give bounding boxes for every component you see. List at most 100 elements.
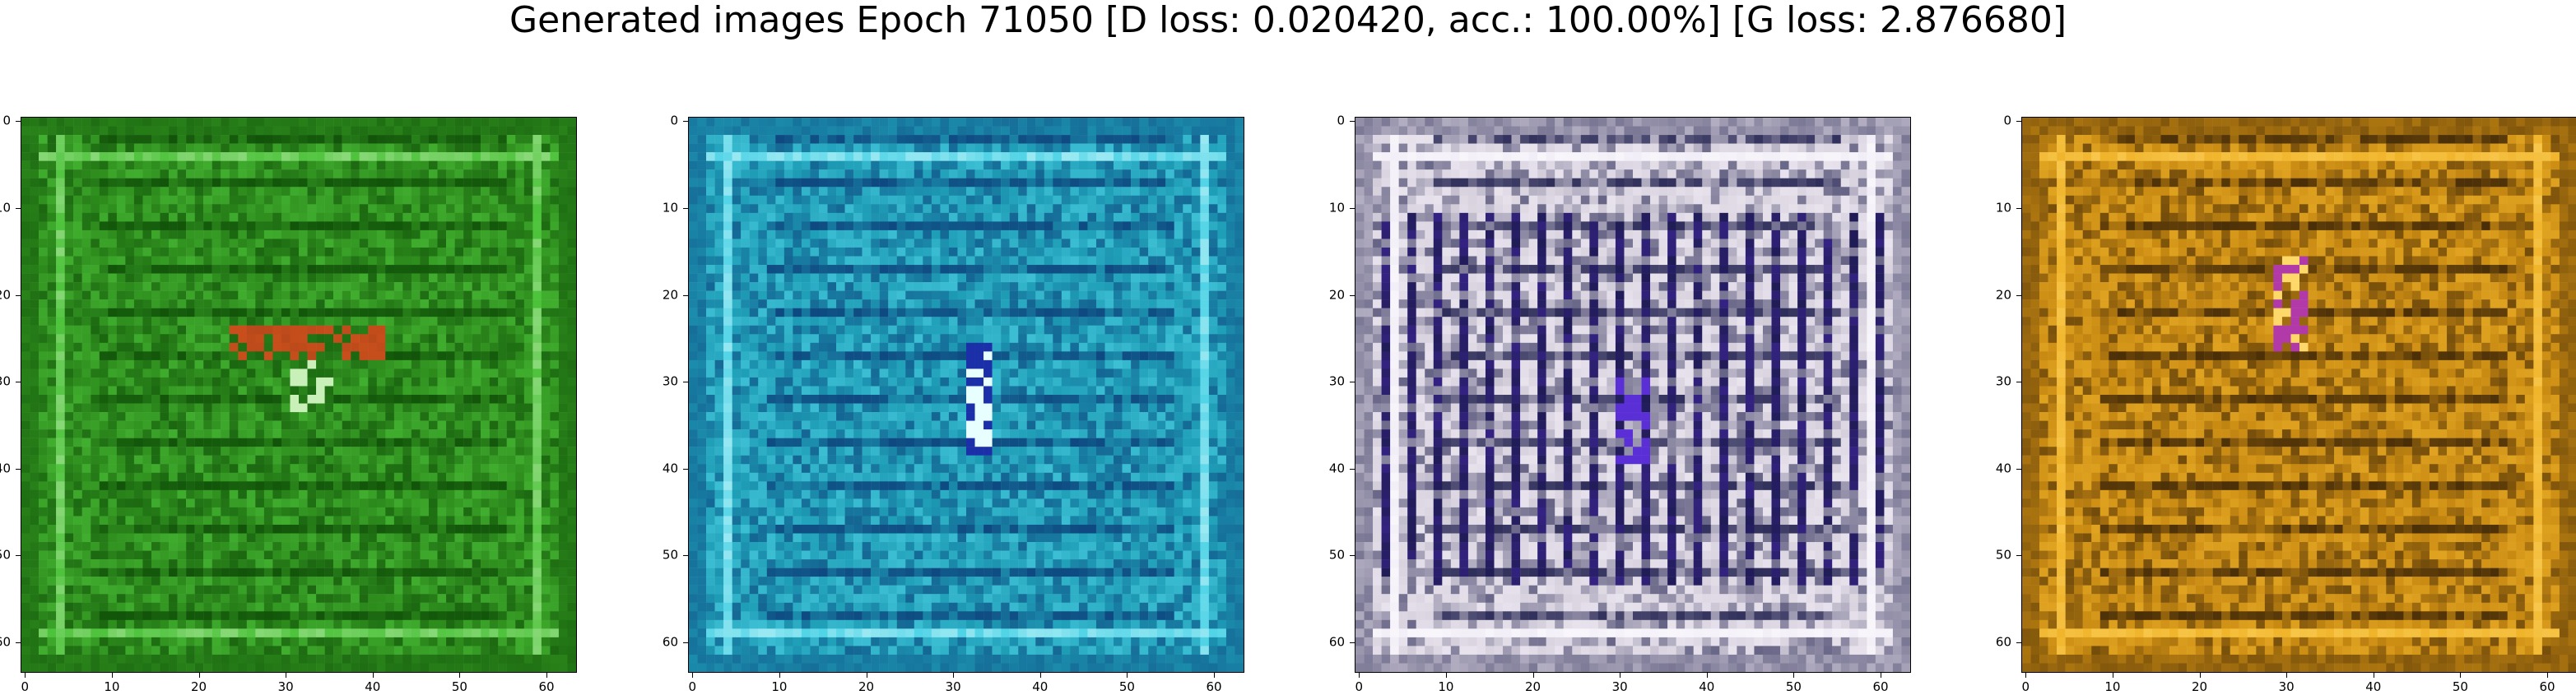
y-tick-label: 20 <box>1995 287 2011 303</box>
y-tick-label: 40 <box>1995 461 2011 476</box>
image-panel-4: 0 10 20 30 40 50 60 0 10 20 30 40 50 60 <box>1996 114 2576 693</box>
x-tick-mark <box>1793 673 1795 678</box>
generated-image-3 <box>1355 117 1911 673</box>
y-tick-mark <box>16 468 21 470</box>
y-tick-mark <box>683 121 688 123</box>
figure-title: Generated images Epoch 71050 [D loss: 0.… <box>509 0 2067 41</box>
y-tick-label: 30 <box>1995 373 2011 389</box>
x-tick-label: 40 <box>365 679 381 694</box>
x-tick-mark <box>2460 673 2462 678</box>
y-tick-label: 0 <box>1337 113 1345 128</box>
y-tick-mark <box>1350 121 1355 123</box>
y-tick-label: 30 <box>1328 373 1345 389</box>
y-tick-mark <box>16 207 21 209</box>
x-tick-label: 0 <box>1355 679 1364 694</box>
x-tick-label: 30 <box>2278 679 2295 694</box>
x-tick-label: 60 <box>1872 679 1889 694</box>
generated-image-2 <box>688 117 1244 673</box>
x-tick-label: 20 <box>1524 679 1541 694</box>
y-tick-mark <box>2016 468 2021 470</box>
x-tick-mark <box>1359 673 1360 678</box>
y-tick-label: 20 <box>662 287 678 303</box>
y-tick-mark <box>683 207 688 209</box>
y-tick-mark <box>2016 207 2021 209</box>
y-tick-label: 60 <box>1995 634 2011 650</box>
y-tick-label: 60 <box>1328 634 1345 650</box>
y-tick-mark <box>2016 642 2021 644</box>
y-tick-label: 10 <box>662 200 678 215</box>
y-tick-mark <box>16 121 21 123</box>
x-tick-label: 60 <box>2539 679 2555 694</box>
x-tick-label: 50 <box>2452 679 2468 694</box>
x-tick-mark <box>2547 673 2549 678</box>
y-tick-mark <box>2016 555 2021 557</box>
x-tick-label: 0 <box>688 679 697 694</box>
x-tick-label: 40 <box>1699 679 1715 694</box>
y-tick-mark <box>1350 642 1355 644</box>
x-tick-mark <box>372 673 374 678</box>
x-tick-mark <box>546 673 548 678</box>
y-tick-label: 50 <box>1328 547 1345 563</box>
x-tick-mark <box>25 673 26 678</box>
x-tick-mark <box>692 673 694 678</box>
x-tick-label: 10 <box>771 679 788 694</box>
y-tick-mark <box>683 294 688 296</box>
y-tick-mark <box>1350 555 1355 557</box>
x-tick-mark <box>2286 673 2288 678</box>
y-tick-label: 40 <box>1328 461 1345 476</box>
x-tick-label: 30 <box>1611 679 1628 694</box>
x-tick-mark <box>1039 673 1041 678</box>
x-tick-mark <box>198 673 200 678</box>
x-tick-mark <box>1706 673 1708 678</box>
x-tick-label: 10 <box>104 679 120 694</box>
y-tick-mark <box>683 468 688 470</box>
x-tick-label: 50 <box>451 679 467 694</box>
y-tick-label: 50 <box>662 547 678 563</box>
image-panel-3: 0 10 20 30 40 50 60 0 10 20 30 40 50 60 <box>1329 114 1931 693</box>
y-tick-label: 40 <box>0 461 11 476</box>
x-tick-label: 30 <box>945 679 961 694</box>
x-tick-label: 0 <box>21 679 30 694</box>
y-tick-label: 50 <box>0 547 11 563</box>
x-tick-label: 60 <box>538 679 555 694</box>
y-tick-mark <box>683 642 688 644</box>
y-tick-mark <box>16 642 21 644</box>
y-tick-mark <box>16 555 21 557</box>
y-tick-label: 40 <box>662 461 678 476</box>
x-tick-label: 30 <box>277 679 294 694</box>
y-tick-mark <box>2016 121 2021 123</box>
y-tick-label: 0 <box>670 113 678 128</box>
x-tick-label: 20 <box>858 679 875 694</box>
x-tick-label: 20 <box>190 679 207 694</box>
y-tick-mark <box>2016 294 2021 296</box>
x-tick-label: 40 <box>1032 679 1049 694</box>
x-tick-mark <box>953 673 955 678</box>
x-tick-label: 0 <box>2021 679 2030 694</box>
y-tick-label: 0 <box>2 113 11 128</box>
x-tick-mark <box>1214 673 1216 678</box>
y-tick-label: 30 <box>0 373 11 389</box>
x-tick-label: 10 <box>1438 679 1454 694</box>
y-tick-mark <box>683 555 688 557</box>
x-tick-label: 20 <box>2191 679 2208 694</box>
generated-image-4 <box>2021 117 2576 673</box>
y-tick-label: 50 <box>1995 547 2011 563</box>
y-tick-mark <box>1350 468 1355 470</box>
x-tick-mark <box>779 673 780 678</box>
generated-image-1 <box>21 117 577 673</box>
image-panel-1: 0 10 20 30 40 50 60 0 10 20 30 40 50 60 <box>0 114 597 693</box>
y-tick-mark <box>16 294 21 296</box>
image-panel-2: 0 10 20 30 40 50 60 0 10 20 30 40 50 60 <box>663 114 1264 693</box>
x-tick-mark <box>1532 673 1534 678</box>
y-tick-label: 10 <box>1995 200 2011 215</box>
y-tick-label: 30 <box>662 373 678 389</box>
y-tick-label: 10 <box>1328 200 1345 215</box>
y-tick-label: 60 <box>0 634 11 650</box>
x-tick-mark <box>2199 673 2201 678</box>
y-tick-label: 10 <box>0 200 11 215</box>
y-tick-label: 0 <box>2003 113 2011 128</box>
y-tick-label: 20 <box>0 287 11 303</box>
x-tick-label: 10 <box>2104 679 2121 694</box>
x-tick-label: 50 <box>1785 679 1802 694</box>
x-tick-mark <box>2025 673 2027 678</box>
